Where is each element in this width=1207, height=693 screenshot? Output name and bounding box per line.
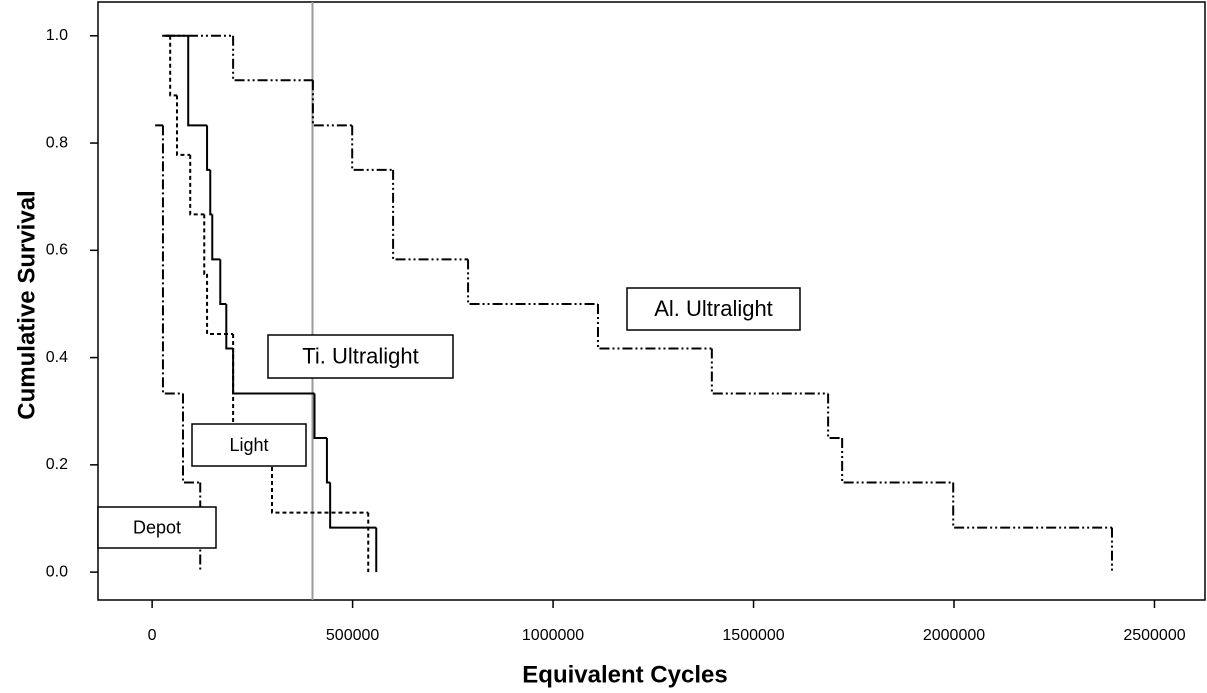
series-label: Depot — [133, 517, 181, 537]
survival-step — [710, 348, 829, 395]
survival-step — [175, 95, 191, 156]
y-tick-label: 0.4 — [46, 349, 68, 366]
plot-frame — [97, 1, 1206, 601]
survival-step — [187, 35, 208, 127]
label-box — [267, 334, 454, 379]
label-box — [191, 423, 307, 467]
survival-step — [311, 80, 353, 127]
survival-step — [189, 154, 205, 216]
survival-step — [232, 35, 313, 82]
survival-step — [467, 259, 598, 305]
survival-step — [219, 259, 227, 305]
x-tick-label: 2000000 — [923, 627, 985, 644]
y-tick-label: 0.8 — [46, 134, 68, 151]
x-tick-label: 500000 — [326, 627, 379, 644]
x-tick-label: 2500000 — [1123, 627, 1185, 644]
x-axis-title: Equivalent Cycles — [522, 661, 727, 688]
y-tick-label: 0.2 — [46, 456, 68, 473]
label-box — [626, 287, 801, 331]
x-tick-label: 0 — [148, 627, 157, 644]
y-tick-label: 0.6 — [46, 242, 68, 259]
survival-step — [206, 125, 211, 171]
survival-step — [392, 169, 469, 261]
survival-step — [313, 393, 327, 440]
x-tick-label: 1000000 — [522, 627, 584, 644]
survival-step — [161, 125, 183, 395]
survival-step — [211, 214, 221, 261]
survival-step — [225, 303, 234, 350]
series-label: Light — [229, 435, 268, 455]
survival-step — [169, 35, 177, 97]
survival-step — [827, 393, 843, 440]
x-tick-label: 1500000 — [722, 627, 784, 644]
survival-step — [203, 214, 208, 275]
survival-step — [596, 303, 712, 350]
y-axis-title: Cumulative Survival — [13, 190, 40, 419]
y-tick-label: 0.0 — [46, 563, 68, 580]
series-label: Al. Ultralight — [654, 296, 773, 321]
survival-step — [206, 273, 234, 335]
survival-step — [952, 482, 1112, 529]
label-box — [97, 506, 217, 549]
series-label: Ti. Ultralight — [302, 343, 419, 368]
survival-step — [325, 438, 331, 484]
survival-step — [351, 125, 394, 171]
survival-step — [209, 169, 213, 216]
y-tick-label: 1.0 — [46, 27, 68, 44]
survival-step — [271, 453, 369, 514]
survival-step — [329, 482, 377, 529]
survival-step — [841, 438, 954, 484]
